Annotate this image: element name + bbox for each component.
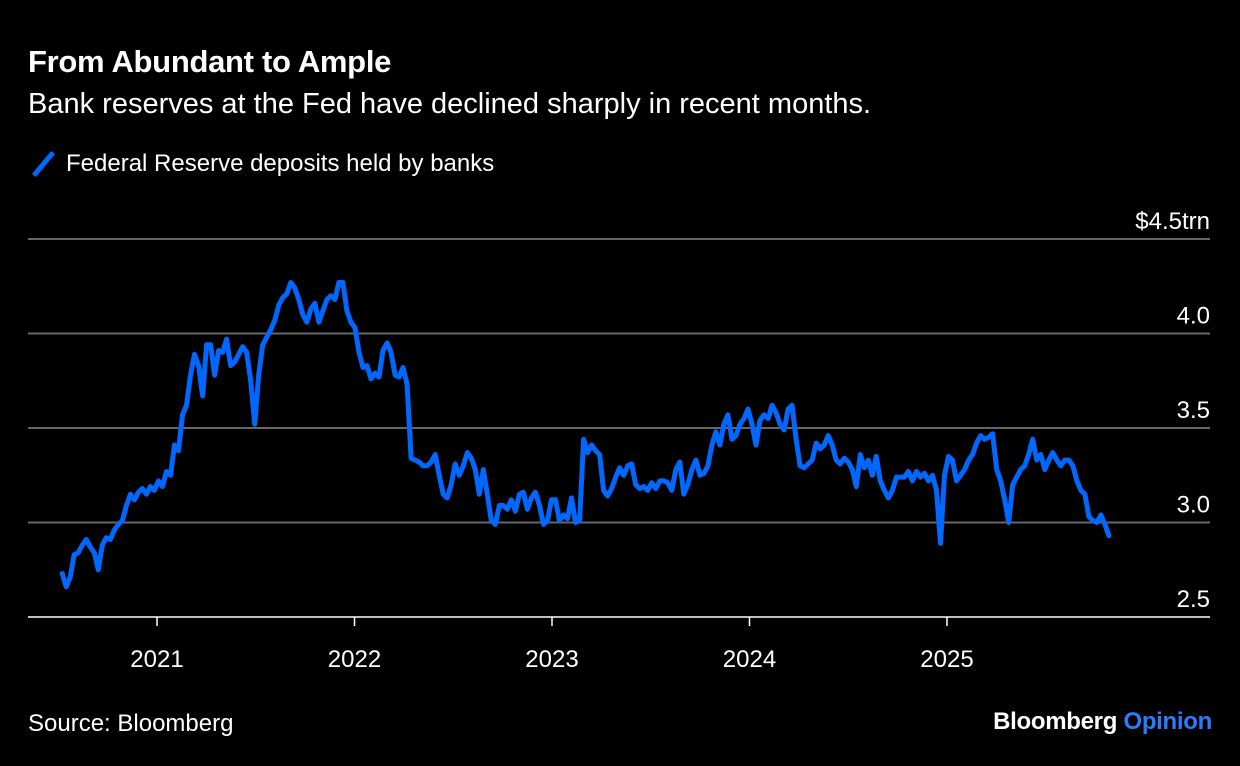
- chart-title: From Abundant to Ample: [28, 44, 392, 79]
- x-tick-label: 2024: [723, 646, 776, 673]
- logo-brand: Bloomberg: [993, 708, 1118, 735]
- x-tick-label: 2023: [525, 646, 578, 673]
- y-tick-label: 4.0: [1177, 303, 1210, 330]
- logo-section: Opinion: [1123, 708, 1212, 735]
- source-note: Source: Bloomberg: [28, 710, 234, 737]
- y-tick-label: 3.5: [1177, 397, 1210, 424]
- x-tick-label: 2022: [328, 646, 381, 673]
- y-tick-label: 2.5: [1177, 586, 1210, 613]
- legend-label: Federal Reserve deposits held by banks: [66, 150, 495, 177]
- x-tick-label: 2025: [920, 646, 973, 673]
- x-tick-label: 2021: [130, 646, 183, 673]
- y-tick-label: $4.5trn: [1135, 208, 1210, 235]
- legend: Federal Reserve deposits held by banks: [30, 150, 494, 178]
- chart-subtitle: Bank reserves at the Fed have declined s…: [28, 88, 872, 120]
- y-tick-label: 3.0: [1177, 492, 1210, 519]
- series-line-fed-deposits: [59, 280, 1112, 590]
- bloomberg-opinion-logo: Bloomberg Opinion: [993, 708, 1212, 736]
